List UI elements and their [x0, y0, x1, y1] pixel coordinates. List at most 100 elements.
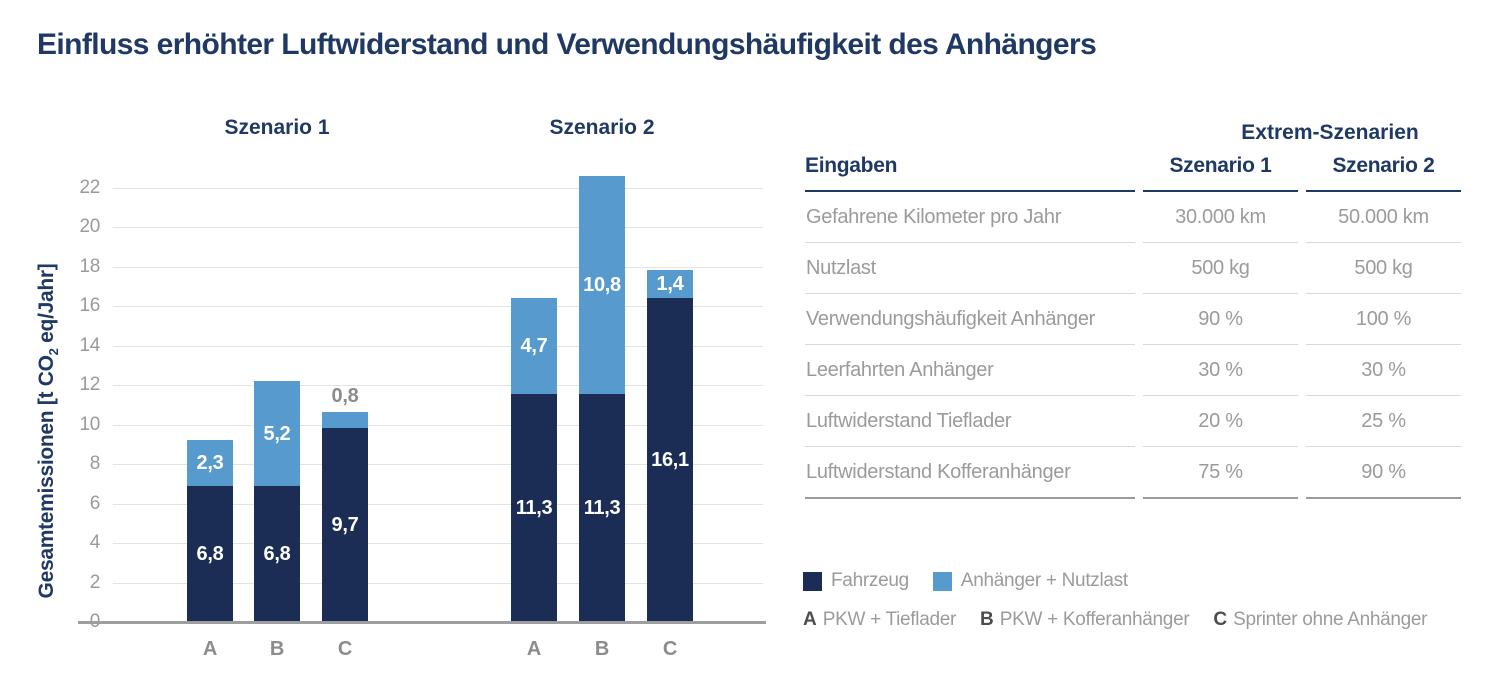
- group-title: Szenario 2: [549, 116, 655, 139]
- category-letter: B: [980, 609, 994, 630]
- column-header-szenario-1: Szenario 1: [1143, 146, 1298, 192]
- bar-segment-label: 2,3: [196, 451, 224, 474]
- column-header-szenario-2: Szenario 2: [1306, 146, 1461, 192]
- category-legend-item: C Sprinter ohne Anhänger: [1213, 609, 1427, 631]
- group-title: Szenario 1: [224, 116, 330, 139]
- table-row: Luftwiderstand Tieflader 20 % 25 %: [805, 396, 1461, 447]
- category-legend: A PKW + Tieflader B PKW + Kofferanhänger C Sp…: [803, 609, 1451, 631]
- bar-segment-label: 9,7: [331, 513, 359, 536]
- gridline: [113, 266, 763, 268]
- category-text: PKW + Kofferanhänger: [999, 609, 1190, 630]
- bar-segment-label: 1,4: [656, 273, 684, 296]
- row-value-szenario-2: 50.000 km: [1306, 192, 1461, 243]
- table-row: Verwendungshäufigkeit Anhänger 90 % 100 %: [805, 294, 1461, 345]
- gridline: [113, 582, 763, 584]
- row-value-szenario-2: 90 %: [1306, 447, 1461, 499]
- category-text: PKW + Tieflader: [822, 609, 957, 630]
- y-axis-tick: 18: [79, 255, 100, 277]
- bar-segment-label: 10,8: [583, 274, 621, 297]
- bar-segment: [254, 381, 300, 486]
- y-axis-tick: 16: [79, 295, 100, 317]
- category-label: A: [526, 638, 542, 660]
- row-label: Verwendungshäufigkeit Anhänger: [805, 294, 1135, 345]
- category-label: B: [594, 638, 610, 660]
- row-value-szenario-1: 30 %: [1143, 345, 1298, 396]
- bar-segment: [647, 298, 693, 622]
- bar-segment: [254, 485, 300, 622]
- y-axis-tick: 6: [89, 492, 101, 514]
- legend-item: Fahrzeug: [803, 570, 909, 592]
- table-header-row: Eingaben Szenario 1 Szenario 2: [805, 146, 1461, 192]
- bar-segment: [322, 427, 368, 622]
- bar-segment: [647, 269, 693, 299]
- bar-segment: [579, 394, 625, 622]
- legend-label: Fahrzeug: [831, 570, 909, 591]
- gridline: [113, 424, 763, 426]
- bar-segment: [579, 176, 625, 395]
- y-axis-tick: 20: [79, 216, 100, 238]
- bar-segment: [322, 411, 368, 428]
- series-legend: Fahrzeug Anhänger + Nutzlast: [803, 570, 1152, 592]
- bar-segment-label: 16,1: [651, 449, 689, 472]
- scenario-table: Eingaben Szenario 1 Szenario 2 Gefahrene…: [797, 146, 1469, 499]
- bar-segment-label: 6,8: [263, 542, 291, 565]
- row-value-szenario-1: 30.000 km: [1143, 192, 1298, 243]
- y-axis-tick: 4: [89, 532, 101, 554]
- y-axis-tick: 2: [89, 571, 101, 593]
- row-value-szenario-1: 90 %: [1143, 294, 1298, 345]
- page-title: Einfluss erhöhter Luftwiderstand und Ver…: [37, 28, 1097, 61]
- bar-segment: [511, 394, 557, 622]
- bar-segment-label: 0,8: [331, 384, 359, 407]
- category-letter: C: [1213, 609, 1228, 630]
- row-value-szenario-1: 75 %: [1143, 447, 1298, 499]
- table-row: Nutzlast 500 kg 500 kg: [805, 243, 1461, 294]
- column-header-eingaben: Eingaben: [805, 146, 1135, 192]
- row-value-szenario-2: 30 %: [1306, 345, 1461, 396]
- gridline: [113, 227, 763, 229]
- table-row: Leerfahrten Anhänger 30 % 30 %: [805, 345, 1461, 396]
- category-text: Sprinter ohne Anhänger: [1233, 609, 1428, 630]
- row-value-szenario-2: 25 %: [1306, 396, 1461, 447]
- bar-segment-label: 11,3: [515, 497, 553, 520]
- y-axis-tick: 22: [79, 177, 100, 198]
- bar-segment: [187, 485, 233, 622]
- gridline: [113, 306, 763, 308]
- gridline: [113, 188, 763, 189]
- category-label: C: [337, 638, 353, 660]
- row-value-szenario-2: 100 %: [1306, 294, 1461, 345]
- category-label: A: [202, 638, 218, 660]
- y-axis-tick: 8: [89, 453, 101, 475]
- y-axis-tick: 14: [79, 334, 100, 356]
- gridline: [113, 385, 763, 387]
- gridline: [113, 543, 763, 545]
- category-label: C: [662, 638, 678, 660]
- gridline: [113, 345, 763, 347]
- row-value-szenario-1: 20 %: [1143, 396, 1298, 447]
- row-label: Luftwiderstand Tieflader: [805, 396, 1135, 447]
- table-group-header: Extrem-Szenarien: [1241, 121, 1419, 144]
- row-label: Gefahrene Kilometer pro Jahr: [805, 192, 1135, 243]
- row-label: Nutzlast: [805, 243, 1135, 294]
- legend-swatch: [932, 571, 952, 591]
- row-label: Luftwiderstand Kofferanhänger: [805, 447, 1135, 499]
- category-legend-item: A PKW + Tieflader: [803, 609, 956, 631]
- category-legend-item: B PKW + Kofferanhänger: [980, 609, 1190, 631]
- table-row: Luftwiderstand Kofferanhänger 75 % 90 %: [805, 447, 1461, 499]
- y-axis-tick: 12: [79, 374, 100, 396]
- bar-segment: [187, 439, 233, 486]
- table-row: Gefahrene Kilometer pro Jahr 30.000 km 50.…: [805, 192, 1461, 243]
- row-value-szenario-1: 500 kg: [1143, 243, 1298, 294]
- bar-segment-label: 5,2: [263, 422, 291, 445]
- bar-segment-label: 11,3: [583, 497, 621, 520]
- y-axis-tick: 10: [79, 413, 100, 435]
- legend-swatch: [803, 571, 822, 591]
- x-axis-line: [78, 621, 766, 624]
- category-letter: A: [803, 609, 817, 630]
- bar-segment: [511, 298, 557, 395]
- bar-segment-label: 4,7: [520, 335, 548, 358]
- row-label: Leerfahrten Anhänger: [805, 345, 1135, 396]
- legend-item: Anhänger + Nutzlast: [932, 570, 1128, 592]
- gridline: [113, 503, 763, 505]
- gridline: [113, 464, 763, 466]
